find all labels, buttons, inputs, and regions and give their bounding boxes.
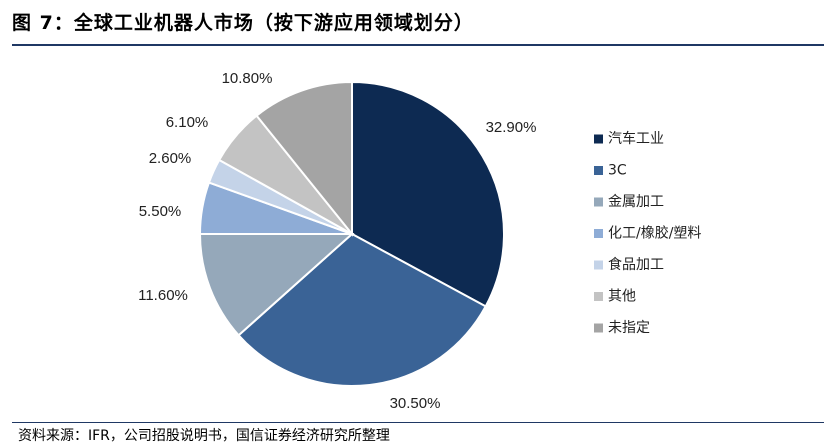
legend-label: 金属加工 [608,194,664,210]
legend-label: 其他 [608,289,636,305]
pie-slice-7 [255,80,353,237]
legend-swatch [594,260,603,270]
legend-label: 3C [608,163,627,179]
legend-label: 食品加工 [608,256,664,273]
pie-percent-labels: 32.90% 30.50% 11.60% 5.50% 2.60% 6.10% 10.80% [138,70,536,412]
legend-swatch [594,197,603,207]
title-divider [12,44,824,46]
pie-percent-label: 5.50% [139,203,182,220]
pie-percent-label: 6.10% [166,114,209,131]
pie-slices [198,80,505,387]
pie-percent-label: 2.60% [149,150,192,167]
legend-label: 汽车工业 [608,130,664,147]
source-divider [12,422,824,423]
pie-slice-3 [198,233,355,337]
legend-label: 未指定 [608,320,650,336]
legend-swatch [594,134,603,144]
pie-slice-2 [237,232,488,387]
source-note: 资料来源：IFR，公司招股说明书，国信证券经济研究所整理 [18,428,390,444]
pie-percent-label: 10.80% [222,70,273,87]
legend-swatch [594,229,603,238]
legend-swatch [594,323,603,333]
legend-swatch [594,166,603,175]
legend-label: 化工/橡胶/塑料 [608,225,701,242]
pie-percent-label: 32.90% [486,119,537,136]
pie-slice-1 [351,80,505,308]
legend-swatch [594,292,603,301]
pie-percent-label: 30.50% [390,395,441,412]
pie-percent-label: 11.60% [138,287,188,304]
chart-title: 图 7：全球工业机器人市场（按下游应用领域划分） [12,12,474,34]
